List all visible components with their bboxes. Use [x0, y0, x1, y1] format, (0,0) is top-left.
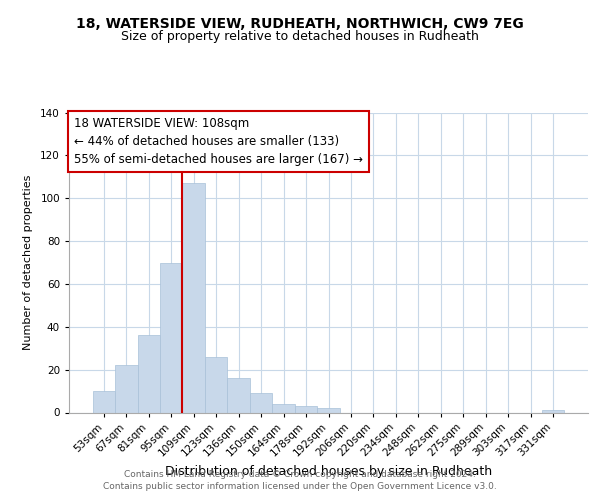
Bar: [227, 378, 250, 412]
Bar: [182, 183, 205, 412]
Bar: [115, 366, 137, 412]
Bar: [250, 393, 272, 412]
Text: Size of property relative to detached houses in Rudheath: Size of property relative to detached ho…: [121, 30, 479, 43]
Text: 18 WATERSIDE VIEW: 108sqm
← 44% of detached houses are smaller (133)
55% of semi: 18 WATERSIDE VIEW: 108sqm ← 44% of detac…: [74, 117, 363, 166]
Bar: [92, 391, 115, 412]
Text: Contains public sector information licensed under the Open Government Licence v3: Contains public sector information licen…: [103, 482, 497, 491]
Bar: [272, 404, 295, 412]
Bar: [137, 336, 160, 412]
Bar: [295, 406, 317, 412]
Bar: [205, 357, 227, 412]
Bar: [317, 408, 340, 412]
Text: 18, WATERSIDE VIEW, RUDHEATH, NORTHWICH, CW9 7EG: 18, WATERSIDE VIEW, RUDHEATH, NORTHWICH,…: [76, 18, 524, 32]
Text: Contains HM Land Registry data © Crown copyright and database right 2024.: Contains HM Land Registry data © Crown c…: [124, 470, 476, 479]
Y-axis label: Number of detached properties: Number of detached properties: [23, 175, 33, 350]
X-axis label: Distribution of detached houses by size in Rudheath: Distribution of detached houses by size …: [165, 466, 492, 478]
Bar: [542, 410, 565, 412]
Bar: [160, 262, 182, 412]
